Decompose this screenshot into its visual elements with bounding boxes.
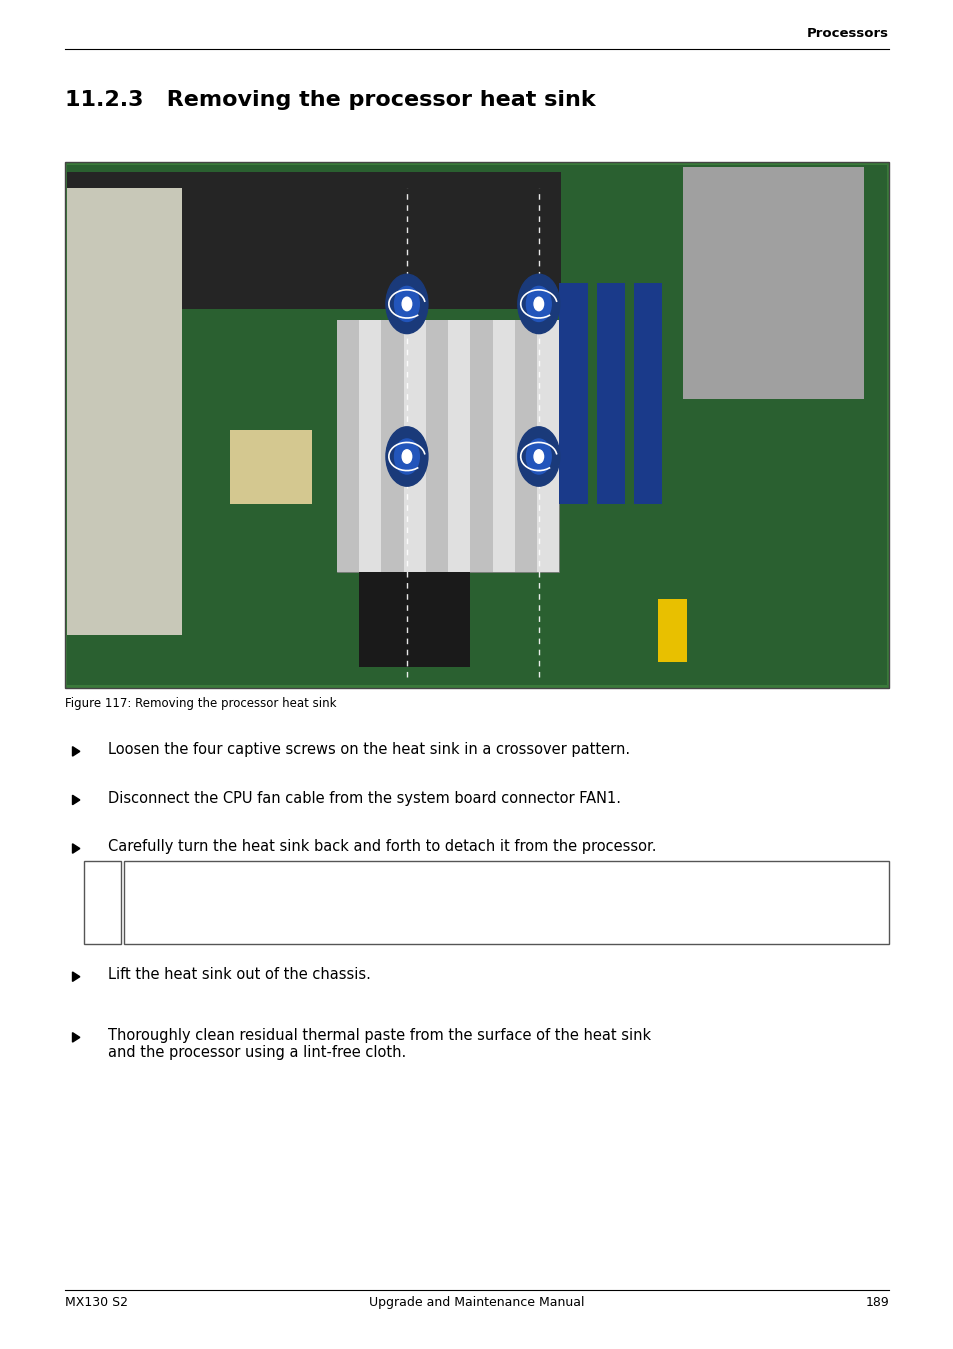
Bar [448,320,470,572]
Text: Carefully turn the heat sink back and forth to detach it from the processor.: Carefully turn the heat sink back and fo… [108,839,656,854]
Polygon shape [72,747,80,755]
Bar [558,283,588,505]
Bar [230,430,312,505]
Text: 189: 189 [864,1295,888,1309]
Text: Lift the heat sink out of the chassis.: Lift the heat sink out of the chassis. [108,967,371,982]
Polygon shape [72,844,80,854]
Circle shape [526,286,551,321]
Circle shape [386,274,428,333]
Circle shape [534,297,543,310]
Text: Disconnect the CPU fan cable from the system board connector FAN1.: Disconnect the CPU fan cable from the sy… [108,791,620,805]
Text: Upgrade and Maintenance Manual: Upgrade and Maintenance Manual [369,1295,584,1309]
Circle shape [517,274,559,333]
Text: 11.2.3   Removing the processor heat sink: 11.2.3 Removing the processor heat sink [65,90,595,111]
Bar [381,320,403,572]
Circle shape [395,438,419,473]
Bar [470,320,492,572]
Circle shape [534,449,543,463]
Circle shape [402,297,412,310]
Text: Thoroughly clean residual thermal paste from the surface of the heat sink
and th: Thoroughly clean residual thermal paste … [108,1028,650,1060]
Circle shape [517,426,559,486]
Bar [67,173,560,309]
Bar [336,320,358,572]
Bar [658,599,686,662]
Bar [682,167,863,399]
Bar [65,162,888,688]
Text: Figure 117: Removing the processor heat sink: Figure 117: Removing the processor heat … [65,697,336,711]
Bar [84,861,121,944]
Bar [492,320,515,572]
Bar [358,320,381,572]
Bar [358,572,470,666]
Circle shape [395,286,419,321]
Polygon shape [72,1033,80,1041]
Bar [515,320,537,572]
Bar [403,320,425,572]
Bar [633,283,661,505]
Text: Loosen the four captive screws on the heat sink in a crossover pattern.: Loosen the four captive screws on the he… [108,742,629,757]
Bar [336,320,558,572]
Circle shape [526,438,551,473]
Circle shape [402,449,412,463]
Text: Processors: Processors [806,27,888,40]
Bar [425,320,448,572]
Bar [124,861,888,944]
Circle shape [386,426,428,486]
Polygon shape [72,796,80,804]
Text: MX130 S2: MX130 S2 [65,1295,128,1309]
Bar [67,165,886,685]
Bar [596,283,625,505]
Text: i: i [99,893,106,912]
Polygon shape [72,971,80,982]
Text: paste located between the heat sink and processor.: paste located between the heat sink and … [135,909,515,924]
Text: This may be necessary due to the adhesive quality of the thermal: This may be necessary due to the adhesiv… [135,871,618,886]
Bar [537,320,558,572]
Bar [67,189,182,635]
